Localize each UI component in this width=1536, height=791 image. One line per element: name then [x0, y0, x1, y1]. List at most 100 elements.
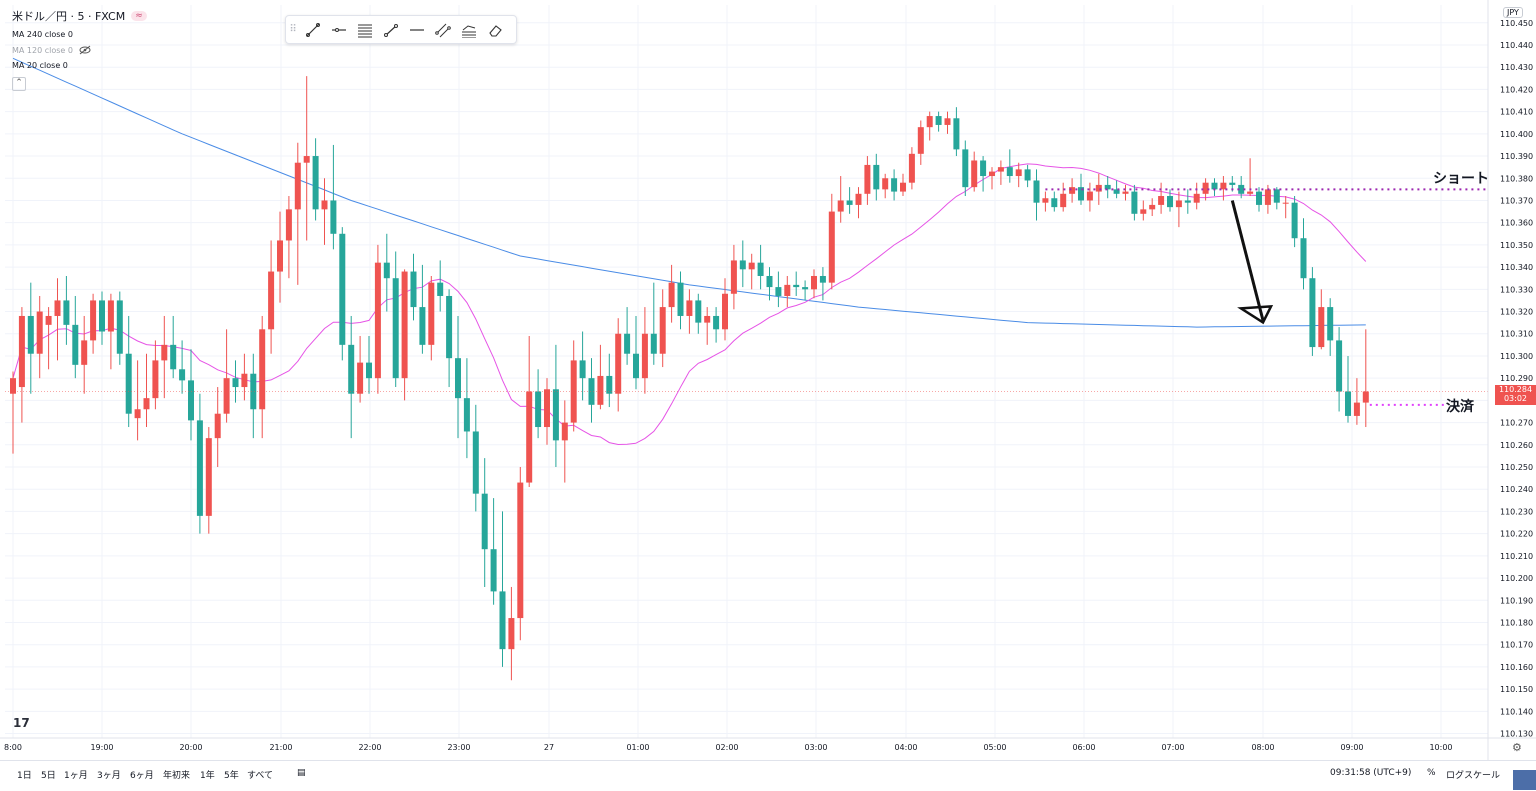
timeframe-ytd[interactable]: 年初来 [163, 771, 191, 781]
candles[interactable] [10, 76, 1369, 681]
candle[interactable] [303, 76, 310, 241]
candle[interactable] [944, 111, 951, 134]
candle[interactable] [1309, 267, 1316, 356]
candle[interactable] [18, 307, 25, 423]
candle[interactable] [107, 293, 114, 370]
candle[interactable] [419, 264, 426, 354]
candle[interactable] [1033, 169, 1040, 221]
candle[interactable] [997, 160, 1004, 185]
candle[interactable] [784, 275, 791, 308]
candle[interactable] [526, 335, 533, 488]
candle[interactable] [383, 233, 390, 312]
candle[interactable] [179, 340, 186, 394]
candle[interactable] [837, 176, 844, 223]
candle[interactable] [170, 315, 177, 379]
candle[interactable] [437, 260, 444, 312]
candle[interactable] [294, 142, 301, 285]
symbol-title[interactable]: 米ドル／円 · 5 · FXCM ≈ [12, 8, 147, 24]
candle[interactable] [1336, 327, 1343, 412]
candle[interactable] [686, 289, 693, 334]
candle[interactable] [633, 315, 639, 390]
candle[interactable] [72, 295, 79, 379]
candle[interactable] [1042, 191, 1049, 212]
compare-badge[interactable]: ≈ [131, 11, 147, 21]
candle[interactable] [650, 282, 657, 365]
candle[interactable] [766, 267, 773, 301]
candle[interactable] [90, 293, 97, 354]
clock[interactable]: 09:31:58 (UTC+9) [1330, 768, 1412, 778]
candle[interactable] [357, 335, 364, 403]
candle[interactable] [392, 251, 399, 388]
trend-line-icon[interactable] [300, 16, 326, 43]
candle[interactable] [757, 244, 764, 290]
candle[interactable] [659, 289, 666, 368]
candle[interactable] [1193, 182, 1200, 210]
candle[interactable] [1167, 189, 1173, 212]
candle[interactable] [1158, 182, 1165, 214]
candle[interactable] [10, 371, 16, 454]
candle[interactable] [1149, 198, 1156, 217]
candle[interactable] [1362, 329, 1369, 428]
candle[interactable] [552, 344, 559, 468]
eraser-icon[interactable] [482, 16, 508, 43]
candle[interactable] [1291, 196, 1298, 248]
candle[interactable] [1175, 191, 1182, 228]
calendar-goto-icon[interactable]: ▤ [297, 768, 306, 778]
candle[interactable] [1238, 176, 1245, 199]
candle[interactable] [1282, 196, 1289, 219]
percent-toggle[interactable]: % [1427, 768, 1436, 778]
candle[interactable] [1202, 178, 1209, 201]
candle[interactable] [1256, 187, 1262, 212]
candle[interactable] [1104, 176, 1111, 199]
candle[interactable] [455, 315, 461, 439]
candle[interactable] [1069, 178, 1076, 203]
candle[interactable] [161, 315, 168, 399]
candle[interactable] [1051, 191, 1058, 212]
candle[interactable] [134, 360, 141, 441]
candle[interactable] [873, 153, 880, 201]
chevron-up-icon[interactable]: ⌃ [12, 77, 26, 91]
regression-icon[interactable] [456, 16, 482, 43]
indicator-ma240[interactable]: MA 240 close 0 [12, 30, 147, 39]
candle[interactable] [54, 278, 61, 361]
candle[interactable] [819, 267, 826, 301]
currency-selector[interactable]: JPY [1503, 7, 1523, 18]
eye-crossed-icon[interactable] [79, 45, 91, 55]
candle[interactable] [366, 335, 372, 394]
candle[interactable] [45, 307, 52, 370]
candle[interactable] [410, 253, 417, 321]
candle[interactable] [1131, 184, 1138, 221]
candle[interactable] [597, 344, 604, 410]
candle[interactable] [27, 282, 34, 394]
candle[interactable] [1024, 164, 1031, 188]
candle[interactable] [99, 291, 105, 345]
candle[interactable] [588, 358, 595, 423]
candle[interactable] [793, 271, 800, 296]
candle[interactable] [668, 264, 675, 323]
horizontal-line-icon[interactable] [404, 16, 430, 43]
candle[interactable] [463, 358, 470, 459]
candle[interactable] [472, 404, 479, 512]
candle[interactable] [713, 307, 720, 343]
candle[interactable] [606, 353, 613, 408]
candle[interactable] [196, 393, 203, 534]
candle[interactable] [971, 151, 978, 192]
candle[interactable] [730, 244, 737, 310]
timeframe-6m[interactable]: 6ヶ月 [130, 771, 154, 781]
candle[interactable] [499, 511, 506, 667]
candle[interactable] [241, 353, 248, 401]
candle[interactable] [1095, 173, 1102, 205]
candle[interactable] [1345, 355, 1351, 423]
candle[interactable] [339, 227, 346, 361]
candle[interactable] [277, 211, 283, 303]
candle[interactable] [1086, 182, 1093, 212]
tradingview-logo-icon[interactable]: 17 [13, 716, 30, 730]
timeframe-5d[interactable]: 5日 [41, 771, 56, 781]
candle[interactable] [695, 293, 702, 334]
horizontal-ray-icon[interactable] [326, 16, 352, 43]
fib-retracement-icon[interactable] [352, 16, 378, 43]
candle[interactable] [312, 138, 319, 221]
candle[interactable] [855, 187, 862, 219]
candle[interactable] [268, 240, 275, 354]
candle[interactable] [535, 369, 542, 439]
